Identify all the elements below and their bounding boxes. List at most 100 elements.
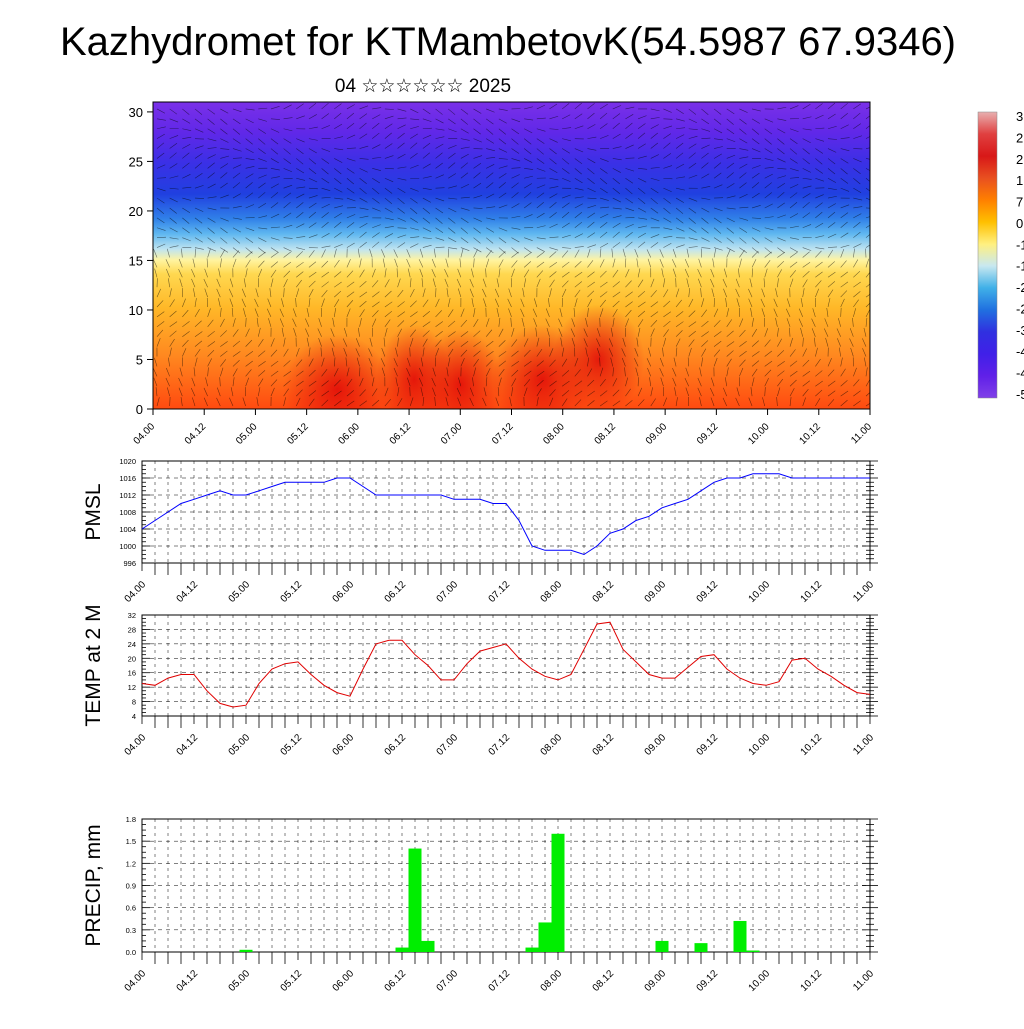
- series-line: [142, 474, 870, 555]
- x-tick-label: 06.00: [331, 732, 357, 758]
- x-tick-label: 05.12: [279, 968, 305, 994]
- x-tick-label: 08.00: [539, 968, 565, 994]
- x-tick-label: 04.12: [175, 732, 201, 758]
- y-axis-label: TEMP at 2 M: [82, 604, 105, 726]
- x-tick-label: 10.12: [799, 968, 825, 994]
- figure-title: Kazhydromet for KTMambetovK(54.5987 67.9…: [60, 20, 956, 64]
- colorbar-scale: [978, 112, 997, 398]
- x-tick-label: 04.00: [123, 968, 149, 994]
- x-tick-label: 07.12: [490, 421, 516, 447]
- x-tick-label: 06.00: [331, 968, 357, 994]
- y-tick-label: 996: [123, 559, 136, 568]
- y-tick-label: 0.6: [126, 904, 136, 913]
- y-tick-label: 10: [129, 303, 143, 318]
- precip-bar: [240, 950, 253, 952]
- x-tick-label: 10.12: [799, 579, 825, 605]
- x-tick-label: 07.12: [487, 579, 513, 605]
- x-tick-label: 06.12: [388, 421, 414, 447]
- x-tick-label: 04.00: [123, 732, 149, 758]
- y-tick-label: 30: [129, 105, 143, 120]
- x-tick-label: 09.00: [643, 968, 669, 994]
- colorbar-label: -1: [1016, 237, 1024, 252]
- colorbar-label: -4: [1016, 344, 1024, 359]
- precip-bar: [734, 921, 747, 952]
- x-tick-label: 06.00: [331, 579, 357, 605]
- x-tick-label: 08.00: [539, 579, 565, 605]
- y-tick-label: 1020: [119, 457, 136, 466]
- y-tick-label: 8: [132, 698, 136, 707]
- precip-bar: [396, 948, 409, 952]
- figure-subtitle: 04 ☆☆☆☆☆☆ 2025: [335, 76, 511, 97]
- x-tick-label: 06.12: [383, 968, 409, 994]
- colorbar-label: 1: [1016, 173, 1023, 188]
- x-tick-label: 07.00: [435, 968, 461, 994]
- precip-bar: [695, 943, 708, 952]
- y-tick-label: 16: [128, 669, 136, 678]
- x-tick-label: 10.00: [747, 732, 773, 758]
- x-tick-label: 09.12: [695, 968, 721, 994]
- x-tick-label: 09.12: [695, 421, 721, 447]
- colorbar-label: 7: [1016, 195, 1023, 210]
- y-tick-label: 1.5: [126, 837, 136, 846]
- x-tick-label: 08.00: [539, 732, 565, 758]
- x-tick-label: 05.12: [279, 579, 305, 605]
- y-tick-label: 20: [128, 654, 136, 663]
- colorbar-label: -4: [1016, 366, 1024, 381]
- x-tick-label: 09.12: [695, 579, 721, 605]
- y-tick-label: 1008: [119, 508, 136, 517]
- x-tick-label: 06.12: [383, 579, 409, 605]
- y-tick-label: 25: [129, 154, 143, 169]
- precip-bar: [656, 941, 669, 952]
- y-tick-label: 1012: [119, 491, 136, 500]
- precip-bar: [539, 922, 552, 952]
- x-tick-label: 10.00: [747, 579, 773, 605]
- colorbar-label: 2: [1016, 130, 1023, 145]
- colorbar-label: -5: [1016, 387, 1024, 402]
- x-tick-label: 06.00: [337, 421, 363, 447]
- colorbar-label: -3: [1016, 323, 1024, 338]
- colorbar-label: -2: [1016, 301, 1024, 316]
- y-axis-label: PMSL: [82, 483, 105, 540]
- x-tick-label: 11.00: [851, 579, 876, 604]
- precip-bar: [526, 948, 539, 952]
- x-tick-label: 04.00: [123, 579, 149, 605]
- x-tick-label: 09.00: [643, 579, 669, 605]
- x-tick-label: 08.12: [591, 579, 617, 605]
- x-tick-label: 07.12: [487, 732, 513, 758]
- x-tick-label: 08.12: [591, 968, 617, 994]
- x-tick-label: 07.00: [435, 579, 461, 605]
- colorbar-label: 0: [1016, 216, 1023, 231]
- x-tick-label: 05.12: [285, 421, 311, 447]
- x-tick-label: 05.00: [227, 732, 253, 758]
- x-tick-label: 04.12: [175, 579, 201, 605]
- y-tick-label: 32: [128, 611, 136, 620]
- x-tick-label: 09.00: [644, 421, 670, 447]
- x-tick-label: 04.12: [183, 421, 209, 447]
- x-tick-label: 11.00: [849, 421, 874, 446]
- x-tick-label: 08.12: [591, 732, 617, 758]
- y-tick-label: 15: [129, 253, 143, 268]
- warm-core: [492, 324, 592, 434]
- colorbar-label: -1: [1016, 259, 1024, 274]
- y-tick-label: 4: [132, 712, 136, 721]
- y-axis-label: PRECIP, mm: [82, 824, 105, 946]
- x-tick-label: 10.00: [747, 968, 773, 994]
- precip-bar: [552, 834, 565, 952]
- y-tick-label: 1016: [119, 474, 136, 483]
- y-tick-label: 20: [129, 204, 143, 219]
- y-tick-label: 28: [128, 625, 136, 634]
- x-tick-label: 10.12: [797, 421, 823, 447]
- precip-bar: [422, 941, 435, 952]
- y-tick-label: 24: [128, 640, 136, 649]
- x-tick-label: 07.00: [435, 732, 461, 758]
- x-tick-label: 05.00: [234, 421, 260, 447]
- x-tick-label: 08.00: [541, 421, 567, 447]
- x-tick-label: 11.00: [851, 732, 876, 757]
- x-tick-label: 06.12: [383, 732, 409, 758]
- x-tick-label: 05.12: [279, 732, 305, 758]
